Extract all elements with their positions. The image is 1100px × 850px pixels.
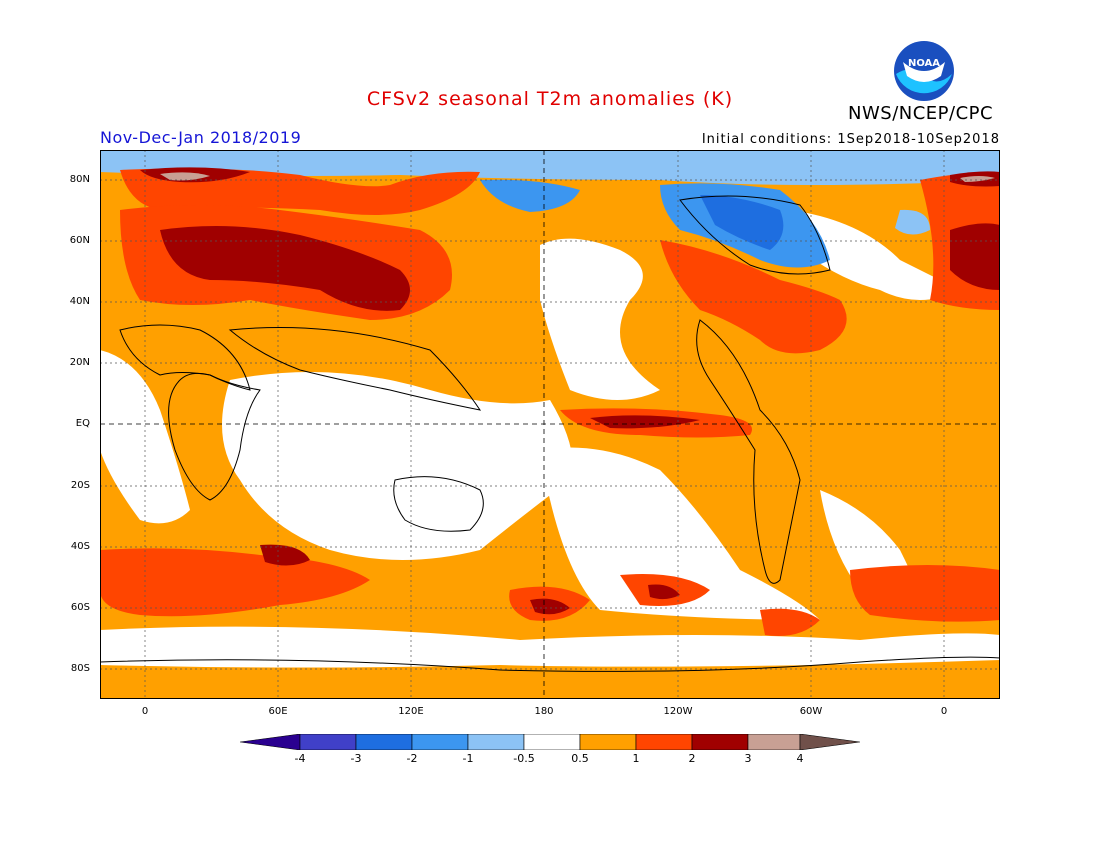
color-legend-label: -3: [350, 752, 362, 765]
lon-label: 60E: [268, 706, 288, 717]
color-legend-label: -1: [462, 752, 474, 765]
anomaly-map: [100, 150, 1000, 699]
color-legend-swatch: [299, 734, 357, 750]
season-label: Nov-Dec-Jan 2018/2019: [100, 128, 302, 147]
color-legend-label: 4: [796, 752, 804, 765]
initial-conditions-label: Initial conditions: 1Sep2018-10Sep2018: [701, 132, 1000, 147]
lat-label: 60N: [69, 235, 90, 246]
color-legend-label: 0.5: [571, 752, 589, 765]
lat-label: 20N: [69, 357, 90, 368]
lat-label: 20S: [70, 480, 90, 491]
color-legend-swatch: [635, 734, 693, 750]
color-legend-swatch: [355, 734, 413, 750]
color-legend-swatch: [523, 734, 581, 750]
color-legend-label: -4: [294, 752, 306, 765]
agency-label: NWS/NCEP/CPC: [848, 103, 994, 124]
lat-label: 80S: [70, 663, 90, 674]
svg-text:NOAA: NOAA: [908, 58, 940, 69]
color-legend-min-arrow: [240, 734, 301, 750]
color-legend: [240, 734, 860, 750]
color-legend-swatch: [747, 734, 801, 750]
lat-label: 40S: [70, 541, 90, 552]
color-legend-swatch: [691, 734, 749, 750]
chart-title: CFSv2 seasonal T2m anomalies (K): [366, 88, 734, 110]
noaa-logo: NOAA: [894, 41, 954, 101]
lon-label: 0: [141, 706, 149, 717]
color-legend-swatch: [411, 734, 469, 750]
color-legend-label: 2: [688, 752, 696, 765]
color-legend-max-arrow: [799, 734, 860, 750]
lon-label: 0: [940, 706, 948, 717]
color-legend-label: -0.5: [513, 752, 535, 765]
color-legend-swatch: [467, 734, 525, 750]
lon-label: 60W: [799, 706, 823, 717]
color-legend-swatch: [579, 734, 637, 750]
color-legend-label: -2: [406, 752, 418, 765]
lat-label: 40N: [69, 296, 90, 307]
color-legend-label: 1: [632, 752, 640, 765]
lat-label: 60S: [70, 602, 90, 613]
lat-label: EQ: [75, 418, 90, 429]
lon-label: 120E: [398, 706, 424, 717]
color-legend-label: 3: [744, 752, 752, 765]
lon-label: 120W: [663, 706, 693, 717]
lon-label: 180: [534, 706, 554, 717]
lat-label: 80N: [69, 174, 90, 185]
